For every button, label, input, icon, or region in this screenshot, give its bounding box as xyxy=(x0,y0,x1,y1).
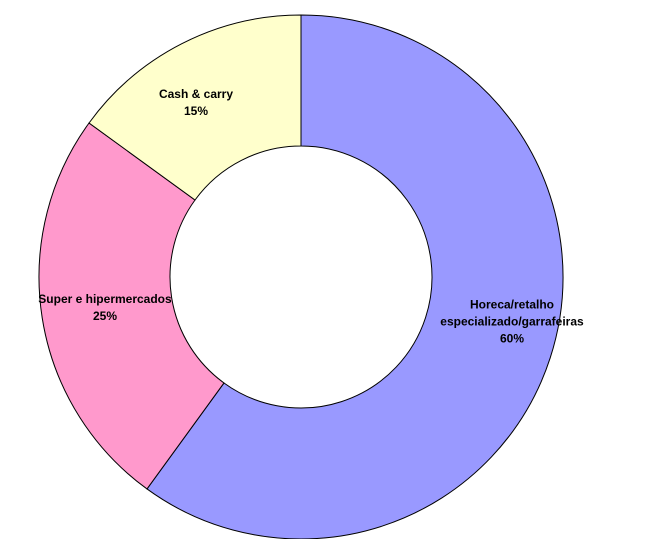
slice-label: Super e hipermercados 25% xyxy=(10,291,200,325)
value-label: 60% xyxy=(499,331,525,346)
donut-slice xyxy=(88,14,302,201)
value-label: 15% xyxy=(183,104,209,118)
donut-slice xyxy=(38,122,225,490)
category-label: Super e hipermercados xyxy=(38,292,172,306)
slice-label: Cash & carry 15% xyxy=(101,86,291,120)
donut-slice xyxy=(146,14,564,539)
category-label: Horeca/retalho especializado/garrafeiras xyxy=(440,297,584,329)
slice-label: Horeca/retalho especializado/garrafeiras… xyxy=(417,297,607,348)
value-label: 25% xyxy=(92,309,118,323)
category-label: Cash & carry xyxy=(158,87,234,101)
